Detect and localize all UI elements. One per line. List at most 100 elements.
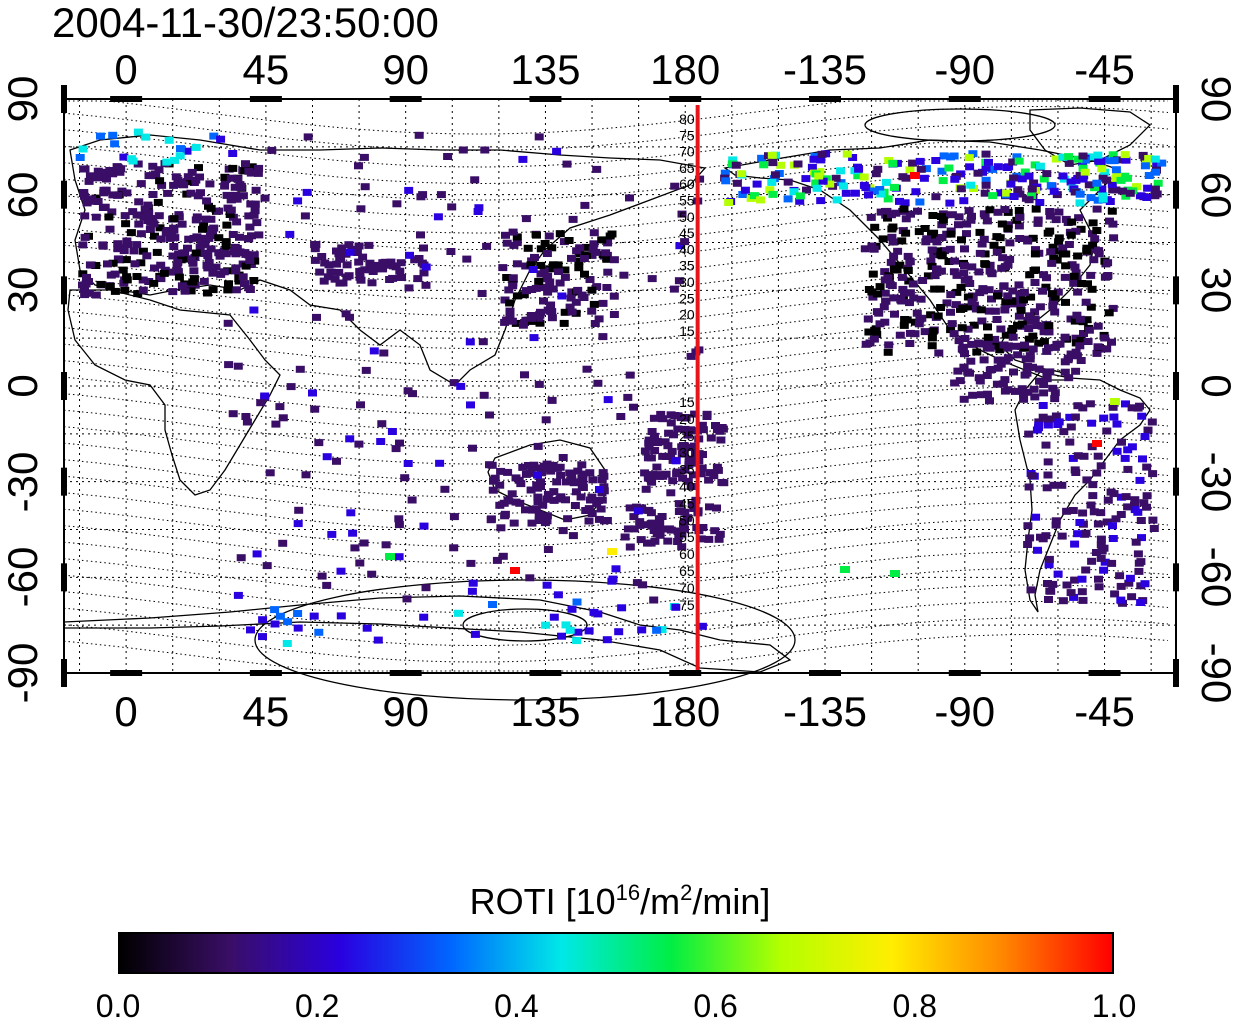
roti-cell	[1019, 395, 1029, 403]
roti-cell	[880, 318, 890, 326]
roti-cell	[676, 414, 686, 422]
roti-cell	[910, 330, 920, 338]
roti-cell	[546, 467, 556, 475]
roti-cell	[244, 235, 254, 243]
roti-cell	[660, 438, 670, 446]
roti-cell	[1051, 517, 1061, 525]
roti-cell	[898, 173, 908, 181]
roti-cell	[1120, 454, 1130, 462]
roti-cell	[231, 267, 241, 275]
roti-cell	[322, 453, 332, 461]
roti-cell	[1070, 576, 1080, 584]
contour-label: 45	[679, 495, 695, 511]
roti-cell	[419, 244, 428, 252]
roti-cell	[1041, 441, 1051, 449]
roti-cell	[488, 486, 498, 494]
roti-cell	[1065, 413, 1075, 421]
roti-cell	[1078, 164, 1088, 172]
roti-cell	[974, 268, 984, 276]
roti-cell	[1030, 308, 1040, 316]
contour-label: 25	[679, 290, 695, 306]
roti-cell	[704, 535, 714, 543]
roti-cell	[880, 268, 890, 276]
north-america-coast	[723, 139, 1122, 381]
roti-cell	[1016, 306, 1026, 314]
roti-cell	[977, 317, 987, 325]
roti-cell	[937, 213, 946, 220]
roti-cell	[1142, 463, 1152, 471]
roti-cell	[466, 559, 476, 567]
roti-cell	[981, 181, 991, 189]
roti-cell	[1024, 483, 1034, 491]
roti-cell	[344, 241, 354, 249]
roti-cell	[605, 232, 615, 240]
roti-cell	[602, 636, 612, 644]
roti-cell	[478, 338, 488, 346]
roti-cell	[1144, 172, 1154, 179]
roti-cell	[204, 234, 214, 242]
roti-cell	[704, 476, 714, 484]
roti-cell	[597, 496, 607, 504]
contour-label: 45	[679, 225, 695, 241]
roti-cell	[867, 242, 877, 250]
roti-cell	[1036, 533, 1045, 541]
roti-cell	[1123, 174, 1132, 182]
roti-cell	[1033, 216, 1043, 224]
roti-cell	[936, 267, 946, 275]
roti-cell	[1092, 205, 1102, 213]
roti-cell	[226, 174, 236, 182]
roti-cell	[84, 278, 93, 285]
roti-cell	[987, 295, 996, 303]
roti-cell	[654, 515, 664, 523]
roti-cell	[1086, 194, 1096, 202]
roti-cell	[1108, 403, 1118, 411]
roti-cell	[938, 216, 948, 224]
roti-cell	[252, 219, 262, 227]
roti-cell	[208, 286, 218, 294]
roti-cell	[589, 240, 599, 248]
roti-cell	[1046, 248, 1056, 256]
roti-cell	[881, 208, 890, 215]
roti-cell	[224, 361, 234, 369]
roti-cell	[1075, 199, 1085, 207]
roti-cell	[1127, 443, 1137, 451]
roti-cell	[1081, 529, 1091, 537]
roti-cell	[1024, 325, 1034, 332]
roti-cell	[982, 372, 992, 379]
roti-cell	[140, 205, 150, 213]
roti-cell	[1075, 519, 1085, 526]
roti-cell	[1050, 389, 1060, 397]
roti-cell	[683, 477, 693, 485]
bottom-lon-tick-label: 90	[382, 688, 430, 735]
roti-cell	[979, 287, 988, 295]
roti-cell	[963, 368, 973, 376]
roti-cell	[625, 371, 635, 379]
roti-cell	[1057, 532, 1067, 540]
roti-cell	[649, 435, 659, 443]
roti-cell	[214, 207, 223, 215]
roti-cell	[1054, 238, 1064, 246]
roti-cell	[1023, 237, 1033, 245]
roti-cell	[99, 189, 109, 197]
roti-cell	[156, 235, 166, 243]
roti-cell	[591, 248, 601, 256]
roti-cell	[1015, 190, 1025, 198]
roti-cell	[957, 236, 966, 244]
roti-cell	[1039, 389, 1049, 397]
roti-cell	[980, 212, 990, 220]
roti-cell	[967, 212, 976, 220]
roti-cell	[172, 262, 182, 270]
roti-cell	[697, 622, 707, 630]
roti-cell	[245, 257, 255, 265]
top-lon-tick-label: -90	[934, 46, 996, 93]
roti-cell	[270, 606, 280, 614]
roti-cell	[949, 268, 959, 276]
roti-cell	[1067, 218, 1077, 226]
roti-cell	[959, 395, 969, 403]
roti-cell	[918, 277, 928, 284]
roti-cell	[479, 391, 489, 399]
contour-label: 55	[679, 193, 695, 209]
roti-cell	[905, 289, 915, 297]
roti-cell	[260, 392, 270, 400]
roti-cell	[677, 210, 687, 218]
